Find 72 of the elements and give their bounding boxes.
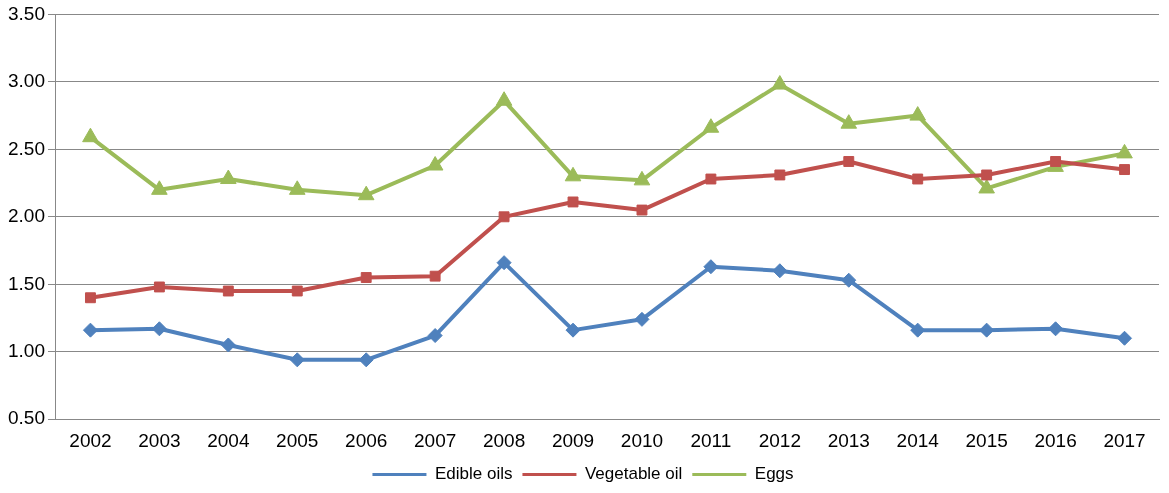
x-tick-label: 2003 <box>138 429 181 451</box>
x-tick-label: 2011 <box>690 429 732 451</box>
point <box>498 211 510 223</box>
x-tick-label: 2013 <box>827 429 870 451</box>
point <box>981 169 993 181</box>
point <box>771 75 789 90</box>
point <box>1116 143 1133 159</box>
point <box>774 169 786 181</box>
point <box>220 169 237 185</box>
point <box>85 292 96 304</box>
y-tick-label: 1.00 <box>8 339 45 361</box>
point <box>912 173 924 185</box>
x-tick-label: 2002 <box>69 429 112 451</box>
point <box>702 118 720 133</box>
point <box>1117 330 1133 346</box>
point <box>288 180 306 195</box>
point <box>495 91 513 106</box>
point <box>1050 156 1062 167</box>
point <box>909 106 927 121</box>
point <box>357 185 375 201</box>
point <box>978 178 995 194</box>
x-tick-label: 2009 <box>551 429 595 451</box>
point <box>220 337 236 353</box>
point <box>564 166 582 182</box>
point <box>565 322 581 338</box>
x-tick-label: 2012 <box>758 429 801 451</box>
point <box>496 255 512 271</box>
point <box>429 270 441 282</box>
point <box>291 285 303 297</box>
y-tick-label: 1.50 <box>8 272 45 294</box>
point <box>360 272 372 283</box>
point <box>633 170 651 186</box>
legend-label: Vegetable oil <box>584 464 683 484</box>
point <box>634 311 650 327</box>
x-tick-label: 2014 <box>896 429 940 451</box>
x-tick-label: 2017 <box>1103 429 1146 451</box>
x-tick-label: 2007 <box>414 429 457 451</box>
point <box>843 156 855 167</box>
point <box>358 352 374 368</box>
point <box>427 328 443 344</box>
point <box>82 127 99 143</box>
point <box>705 173 717 185</box>
point <box>567 196 579 208</box>
point <box>979 322 995 338</box>
x-tick-label: 2008 <box>482 429 526 451</box>
point <box>841 272 857 288</box>
legend-label: Edible oils <box>434 464 513 484</box>
point <box>151 180 168 195</box>
point <box>1048 321 1064 337</box>
point <box>772 263 788 279</box>
y-tick-label: 0.50 <box>8 407 45 429</box>
point <box>910 322 926 338</box>
x-tick-label: 2015 <box>965 429 1008 451</box>
x-tick-label: 2005 <box>276 429 319 451</box>
point <box>222 285 234 297</box>
x-tick-label: 2010 <box>620 429 664 451</box>
y-tick-label: 3.00 <box>8 70 45 92</box>
x-tick-label: 2004 <box>207 429 250 451</box>
point <box>636 204 648 216</box>
y-tick-label: 3.50 <box>8 2 45 24</box>
point <box>703 259 719 275</box>
point <box>82 322 98 338</box>
point <box>840 114 858 129</box>
point <box>426 156 444 171</box>
point <box>1119 164 1130 176</box>
y-tick-label: 2.50 <box>8 137 45 159</box>
legend-label: Eggs <box>754 464 794 484</box>
point <box>289 352 305 368</box>
point <box>153 281 165 293</box>
y-tick-label: 2.00 <box>8 205 45 227</box>
x-tick-label: 2006 <box>345 429 388 451</box>
x-tick-label: 2016 <box>1034 429 1077 451</box>
